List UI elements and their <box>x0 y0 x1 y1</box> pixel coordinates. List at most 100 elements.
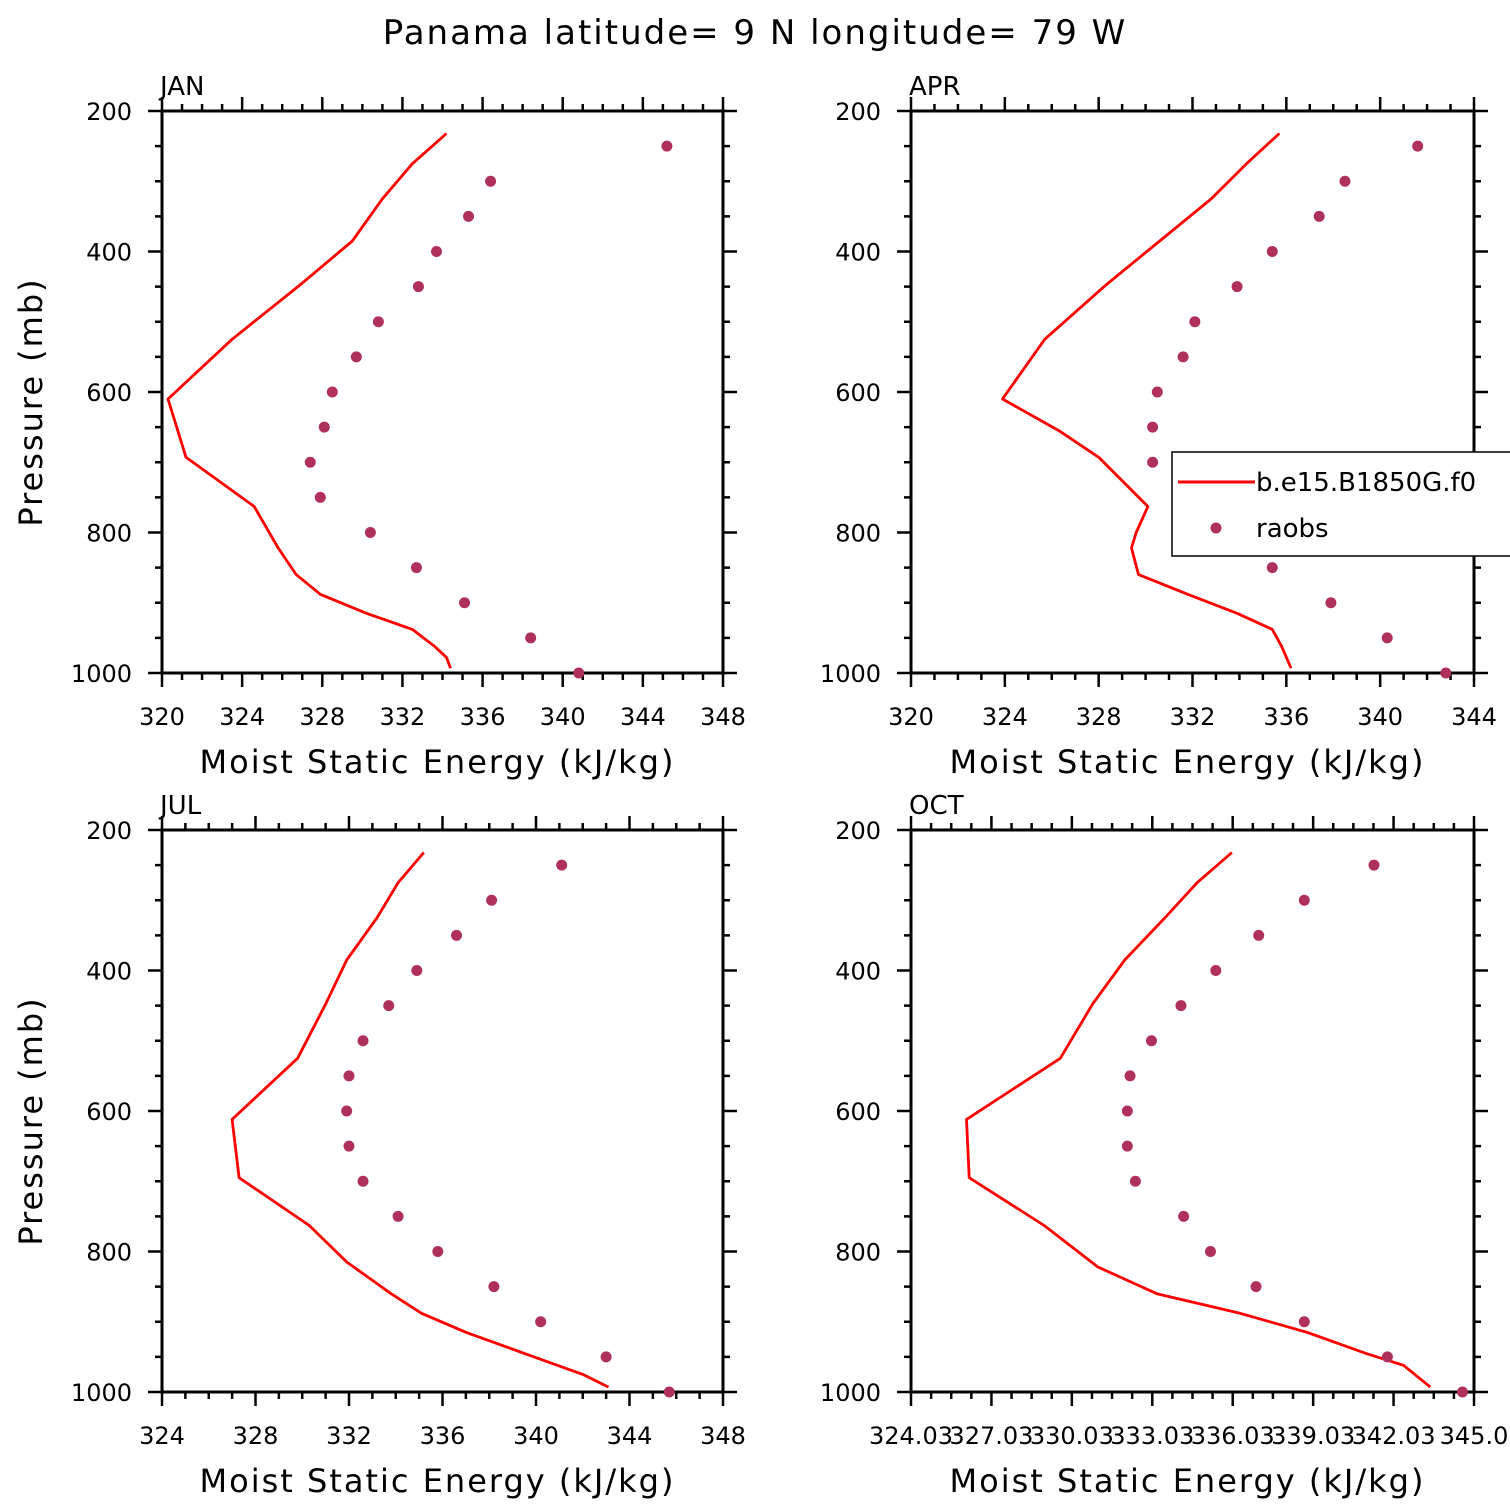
obs-point <box>525 632 537 644</box>
plot-frame <box>909 109 1476 675</box>
x-tick-label: 332 <box>1170 703 1216 731</box>
x-axis-title: Moist Static Energy (kJ/kg) <box>200 1462 676 1500</box>
obs-point <box>1121 1140 1133 1152</box>
y-tick-label: 400 <box>86 239 132 267</box>
x-tick-label: 340 <box>1357 703 1403 731</box>
x-tick-label: 324.03 <box>869 1422 953 1450</box>
obs-point <box>463 210 475 222</box>
obs-point <box>485 175 497 187</box>
obs-point <box>411 965 423 976</box>
y-tick-label: 200 <box>86 98 132 126</box>
obs-point <box>1147 421 1159 433</box>
obs-point <box>451 929 463 941</box>
obs-point <box>1253 929 1265 941</box>
obs-point <box>1412 140 1424 152</box>
obs-point <box>314 491 326 503</box>
obs-point <box>488 1281 500 1293</box>
x-tick-label: 324 <box>982 703 1028 731</box>
model-series-line <box>166 132 452 669</box>
x-axis-title: Moist Static Energy (kJ/kg) <box>950 1462 1426 1500</box>
obs-point <box>341 1105 353 1117</box>
obs-point <box>573 667 585 679</box>
obs-point <box>412 281 424 293</box>
x-tick-label: 344 <box>607 1422 653 1450</box>
obs-point <box>1189 316 1201 328</box>
obs-point <box>1440 667 1452 679</box>
obs-point <box>1339 175 1351 187</box>
obs-point <box>1147 456 1159 468</box>
x-tick-label: 340 <box>513 1422 559 1450</box>
obs-point <box>1231 281 1243 293</box>
x-tick-label: 333.03 <box>1110 1422 1194 1450</box>
y-tick-label: 600 <box>86 379 132 407</box>
obs-point <box>1325 597 1337 609</box>
model-series-line <box>965 851 1432 1389</box>
panel-oct: OCT 200 400 600 800 1000 324.03327.03330.03333… <box>820 791 1508 1500</box>
x-axis-title: Moist Static Energy (kJ/kg) <box>200 743 676 781</box>
x-axis-title: Moist Static Energy (kJ/kg) <box>950 743 1426 781</box>
y-tick-label: 600 <box>835 1098 881 1126</box>
obs-point <box>1177 351 1189 363</box>
obs-point <box>343 1140 355 1152</box>
panel-label: APR <box>909 72 961 102</box>
y-tick-label: 800 <box>86 1239 132 1267</box>
obs-point <box>350 351 362 363</box>
obs-point <box>1298 894 1310 906</box>
obs-point <box>661 140 673 152</box>
model-series-line <box>230 851 610 1389</box>
y-axis-title: Pressure (mb) <box>12 996 50 1245</box>
legend: b.e15.B1850G.f0 raobs <box>1171 451 1510 557</box>
obs-point <box>1124 1070 1136 1082</box>
obs-point <box>1175 1000 1187 1012</box>
obs-point <box>1210 965 1222 976</box>
obs-point <box>383 1000 395 1012</box>
x-tick-label: 348 <box>700 1422 746 1450</box>
obs-point <box>357 1035 369 1047</box>
model-series-line <box>1001 132 1293 669</box>
x-tick-label: 345.0 <box>1440 1422 1509 1450</box>
x-tick-label: 324 <box>139 1422 185 1450</box>
y-tick-label: 400 <box>835 958 881 986</box>
x-tick-label: 330.03 <box>1030 1422 1114 1450</box>
y-tick-label: 200 <box>835 98 881 126</box>
obs-point <box>663 1386 675 1398</box>
x-tick-label: 340 <box>540 703 586 731</box>
legend-obs-label: raobs <box>1256 514 1329 544</box>
x-tick-label: 344 <box>620 703 666 731</box>
x-tick-label: 336 <box>1263 703 1309 731</box>
legend-box <box>1171 451 1510 557</box>
panel-label: JAN <box>158 72 204 102</box>
y-tick-label: 1000 <box>820 660 881 688</box>
y-tick-label: 400 <box>86 958 132 986</box>
x-tick-label: 348 <box>700 703 746 731</box>
plot-frame <box>160 828 725 1394</box>
x-tick-label: 327.03 <box>949 1422 1033 1450</box>
obs-point <box>1250 1281 1262 1293</box>
obs-point <box>318 421 330 433</box>
x-tick-label: 324 <box>219 703 265 731</box>
y-axis-title: Pressure (mb) <box>12 277 50 526</box>
obs-point <box>600 1351 612 1363</box>
y-tick-label: 200 <box>835 817 881 845</box>
obs-point <box>1204 1246 1216 1257</box>
x-tick-label: 336 <box>420 1422 466 1450</box>
obs-point <box>1381 1351 1393 1363</box>
y-tick-label: 1000 <box>71 660 132 688</box>
y-tick-label: 200 <box>86 817 132 845</box>
x-tick-label: 336 <box>460 703 506 731</box>
obs-point <box>1151 386 1163 398</box>
x-tick-label: 320 <box>888 703 934 731</box>
obs-point <box>1368 859 1380 871</box>
panel-label: JUL <box>158 791 202 821</box>
x-tick-label: 320 <box>139 703 185 731</box>
obs-point <box>1456 1386 1468 1398</box>
obs-point <box>1313 210 1325 222</box>
obs-point <box>1266 562 1278 574</box>
obs-point <box>432 1246 444 1257</box>
x-tick-label: 339.03 <box>1271 1422 1355 1450</box>
plot-frame <box>909 828 1476 1394</box>
legend-obs-marker-swatch <box>1210 522 1222 534</box>
obs-point <box>556 859 568 871</box>
